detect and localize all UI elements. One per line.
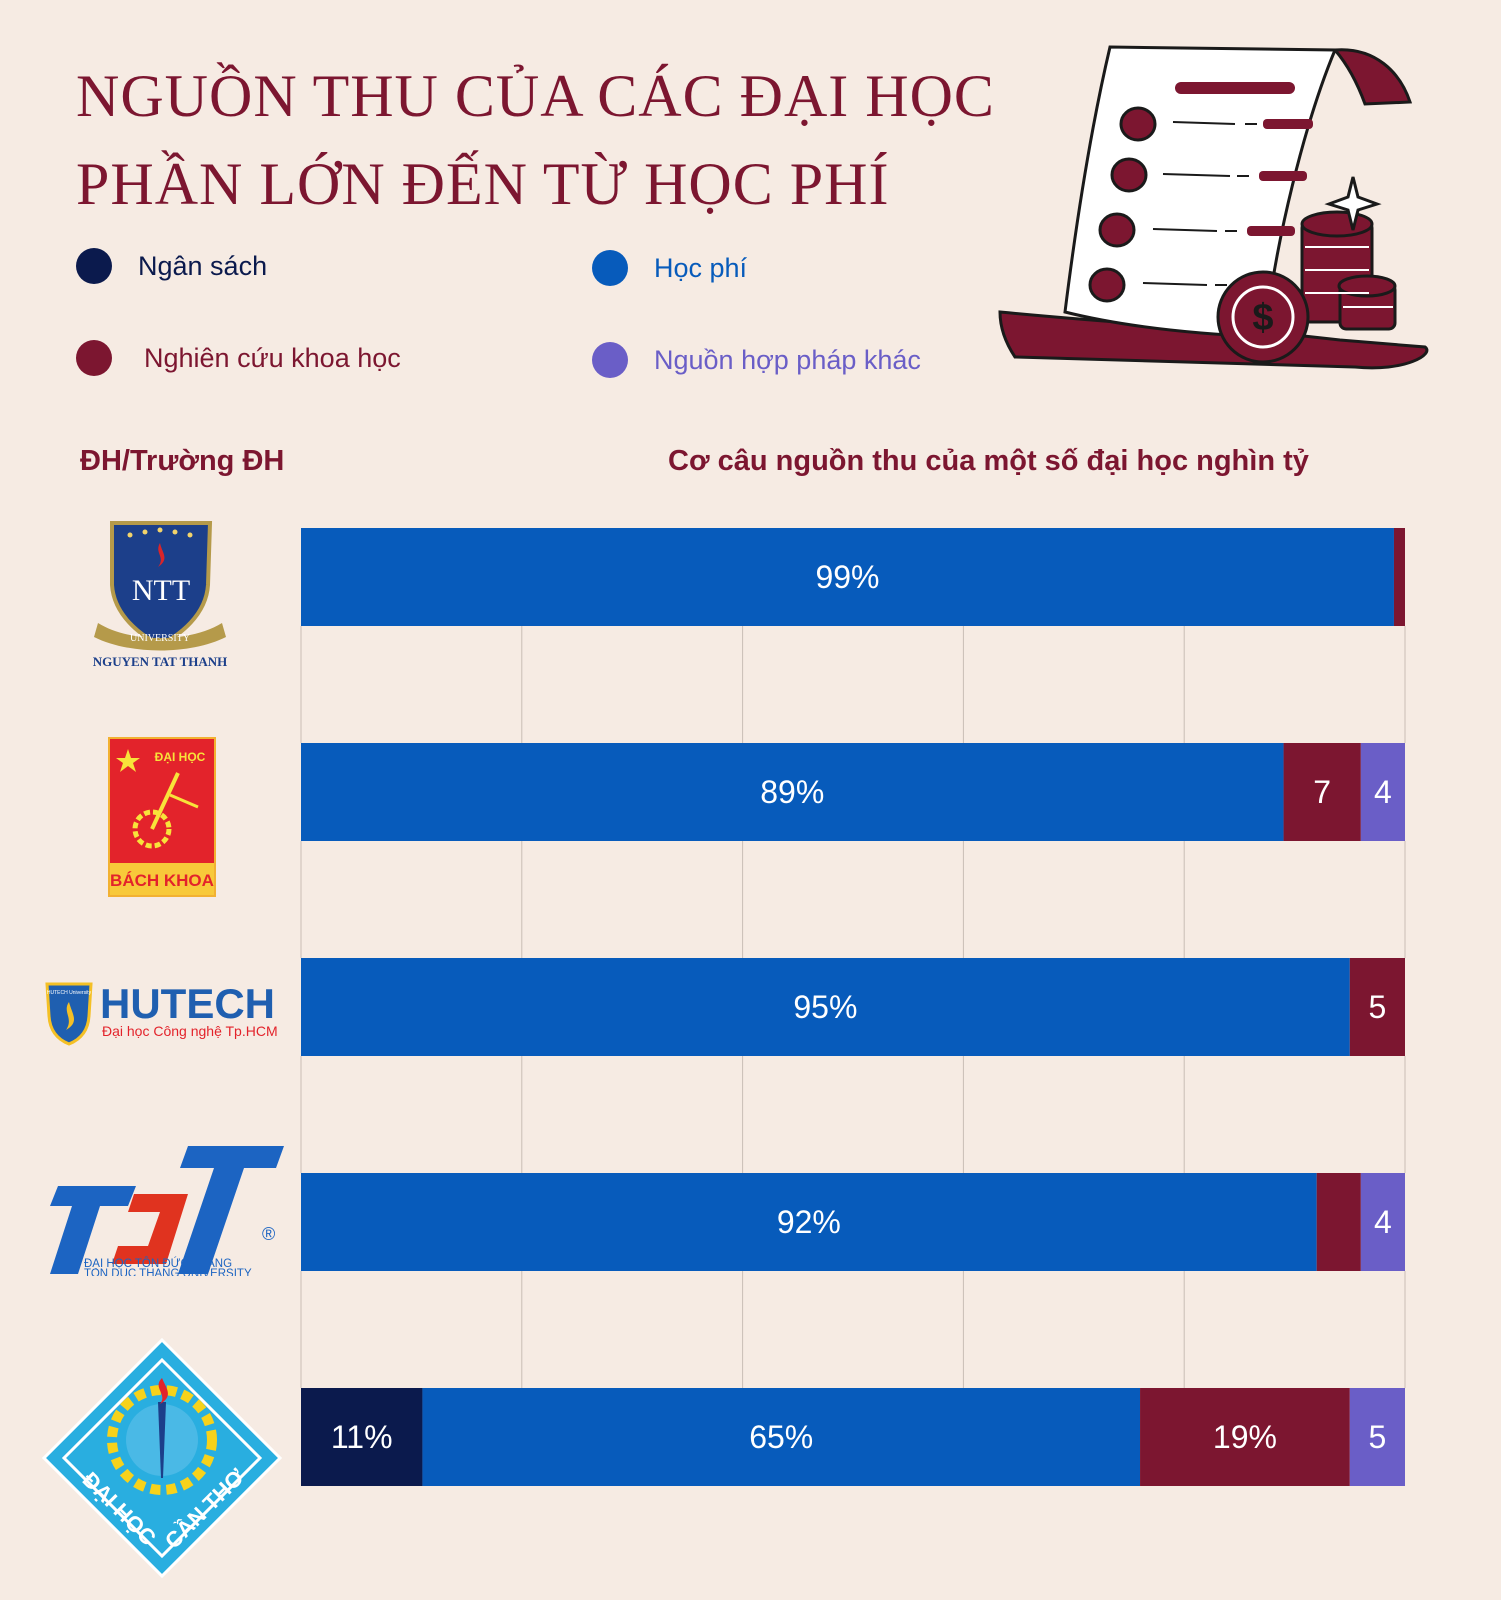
bar-data-label: 5 [1369, 989, 1387, 1025]
tdt-caption-line-1: ĐẠI HỌC TÔN ĐỨC THẮNG [84, 1257, 232, 1270]
bar-data-label: 92% [777, 1204, 841, 1240]
bar-segment [1140, 1388, 1350, 1486]
bar-segment [301, 1173, 1317, 1271]
bar-segment [1283, 743, 1361, 841]
bar-data-label: 4 [1374, 774, 1392, 810]
hutech-small-text: HUTECH University [47, 990, 92, 996]
bar-segment [1316, 1173, 1361, 1271]
left-column-header: ĐH/Trường ĐH [80, 445, 285, 477]
bar-data-label: 95% [793, 989, 857, 1025]
legend-label: Ngân sách [138, 250, 268, 281]
bach-khoa-top-text: ĐẠI HỌC [155, 750, 206, 764]
legend-item-ngan-sach: Ngân sách [76, 248, 267, 284]
legend-swatch [76, 340, 112, 376]
legend-item-hoc-phi: Học phí [592, 250, 747, 286]
ntt-logo-caption: NGUYEN TAT THANH [93, 654, 228, 669]
bar-segment [301, 528, 1394, 626]
gridlines [300, 626, 1406, 1388]
bar-segment [301, 1388, 423, 1486]
right-column-header: Cơ câu nguồn thu của một số đại học nghì… [668, 445, 1309, 477]
bach-khoa-logo: ĐẠI HỌC BÁCH KHOA [108, 737, 216, 897]
legend-label: Nghiên cứu khoa học [144, 342, 401, 373]
bar-segment [301, 743, 1284, 841]
ntt-logo-text: NTT [132, 574, 190, 607]
bar-data-label: 99% [815, 559, 879, 595]
tdt-registered-mark: ® [262, 1224, 275, 1244]
bar-data-label: 11% [331, 1419, 393, 1455]
bar-data-label: 65% [749, 1419, 813, 1455]
hutech-logo: HUTECH University HUTECH Đại học Công ng… [45, 980, 278, 1046]
bar-data-label: 19% [1213, 1419, 1277, 1455]
bach-khoa-bottom-text: BÁCH KHOA [110, 871, 214, 890]
legend-label: Học phí [654, 252, 748, 283]
bar-data-label: 5 [1369, 1419, 1387, 1455]
bar-segment [1349, 1388, 1405, 1486]
ntt-university-logo: NTT UNIVERSITY NGUYEN TAT THANH [93, 521, 228, 669]
title-line-2: PHẦN LỚN ĐẾN TỪ HỌC PHÍ [76, 151, 890, 217]
bar-segment [1349, 958, 1405, 1056]
svg-text:$: $ [1252, 297, 1273, 339]
bar-segment [1360, 743, 1405, 841]
legend-item-nguon-khac: Nguồn hợp pháp khác [592, 342, 921, 378]
hutech-name-text: HUTECH [100, 980, 275, 1027]
bar-segment [1393, 528, 1405, 626]
bar-segment [1360, 1173, 1405, 1271]
can-tho-logo: ĐẠI HỌC CẦN THƠ [42, 1338, 282, 1578]
page-title: NGUỒN THU CỦA CÁC ĐẠI HỌC PHẦN LỚN ĐẾN T… [76, 52, 996, 228]
bar-segment [301, 958, 1350, 1056]
bar-data-label: 4 [1374, 1204, 1392, 1240]
bar-segment [422, 1388, 1141, 1486]
bar-data-label: 7 [1313, 774, 1331, 810]
hutech-subtitle-text: Đại học Công nghệ Tp.HCM [102, 1023, 278, 1039]
legend-swatch [76, 248, 112, 284]
bill-coins-illustration: $ [998, 45, 1429, 370]
legend-swatch [592, 250, 628, 286]
legend-swatch [592, 342, 628, 378]
title-line-1: NGUỒN THU CỦA CÁC ĐẠI HỌC [76, 63, 995, 129]
tdt-caption-line-2: TON DUC THANG UNIVERSITY [84, 1268, 252, 1276]
ntt-ribbon-text: UNIVERSITY [130, 633, 190, 644]
bar-data-label: 89% [760, 774, 824, 810]
legend-item-nghien-cuu: Nghiên cứu khoa học [76, 340, 401, 376]
legend-label: Nguồn hợp pháp khác [654, 344, 921, 375]
tdt-logo: ® ĐẠI HỌC TÔN ĐỨC THẮNG TON DUC THANG UN… [50, 1146, 284, 1276]
